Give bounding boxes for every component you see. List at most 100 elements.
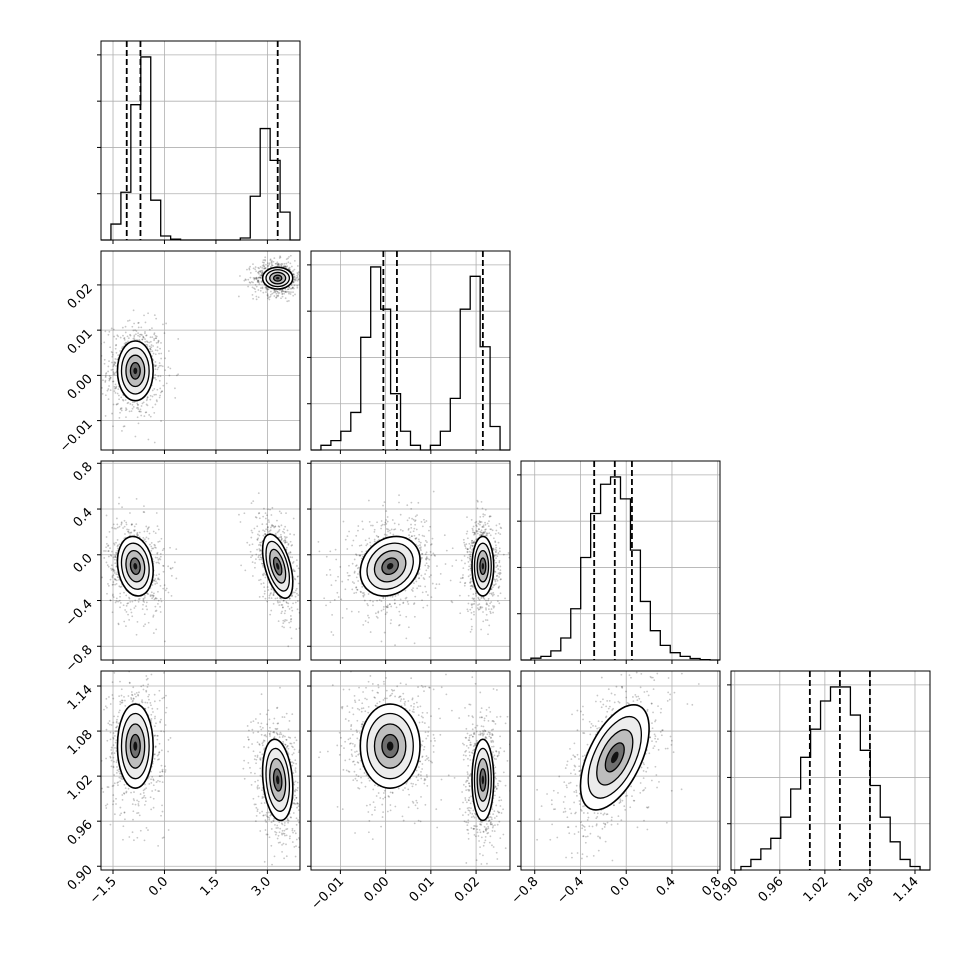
scatter-point	[426, 551, 428, 553]
scatter-point	[122, 839, 124, 841]
scatter-point	[163, 565, 165, 567]
scatter-point	[295, 602, 297, 604]
scatter-point	[292, 602, 294, 604]
scatter-point	[254, 277, 256, 279]
scatter-point	[405, 616, 407, 618]
scatter-point	[115, 338, 117, 340]
scatter-point	[112, 698, 114, 700]
scatter-point	[498, 561, 500, 563]
scatter-point	[117, 354, 119, 356]
scatter-point	[118, 777, 120, 779]
scatter-point	[360, 591, 362, 593]
scatter-point	[500, 578, 502, 580]
scatter-point	[253, 528, 255, 530]
scatter-point	[143, 625, 145, 627]
scatter-point	[477, 533, 479, 535]
scatter-point	[136, 800, 138, 802]
scatter-point	[105, 550, 107, 552]
scatter-point	[113, 523, 115, 525]
scatter-point	[106, 543, 108, 545]
scatter-point	[294, 260, 296, 262]
scatter-point	[268, 531, 270, 533]
scatter-point	[137, 335, 139, 337]
scatter-point	[262, 261, 264, 263]
scatter-point	[488, 608, 490, 610]
scatter-point	[140, 415, 142, 417]
scatter-point	[113, 364, 115, 366]
histogram-panel-3	[517, 461, 720, 664]
scatter-point	[154, 332, 156, 334]
scatter-point	[246, 542, 248, 544]
scatter-point	[419, 544, 421, 546]
scatter-point	[115, 727, 117, 729]
scatter-point	[290, 293, 292, 295]
scatter-point	[257, 556, 259, 558]
scatter-point	[354, 572, 356, 574]
scatter-point	[164, 357, 166, 359]
scatter-point	[160, 719, 162, 721]
scatter-point	[168, 829, 170, 831]
scatter-point	[289, 262, 291, 264]
scatter-point	[296, 565, 298, 567]
scatter-point	[472, 545, 474, 547]
scatter-point	[492, 592, 494, 594]
scatter-point	[133, 791, 135, 793]
scatter-point	[408, 517, 410, 519]
scatter-point	[97, 735, 99, 737]
scatter-point	[120, 396, 122, 398]
scatter-point	[259, 559, 261, 561]
scatter-point	[426, 605, 428, 607]
scatter-point	[129, 598, 131, 600]
scatter-point	[459, 581, 461, 583]
scatter-point	[110, 600, 112, 602]
scatter-point	[119, 681, 121, 683]
scatter-point	[113, 336, 115, 338]
scatter-point	[418, 539, 420, 541]
scatter-point	[287, 288, 289, 290]
scatter-point	[498, 532, 500, 534]
scatter-point	[384, 522, 386, 524]
scatter-point	[149, 702, 151, 704]
scatter-point	[145, 663, 147, 665]
scatter-point	[122, 335, 124, 337]
scatter-point	[106, 729, 108, 731]
scatter-point	[251, 555, 253, 557]
scatter-point	[166, 707, 168, 709]
scatter-point	[286, 536, 288, 538]
scatter-point	[118, 585, 120, 587]
scatter-point	[106, 740, 108, 742]
scatter-point	[151, 350, 153, 352]
scatter-point	[160, 353, 162, 355]
scatter-point	[148, 783, 150, 785]
scatter-point	[390, 619, 392, 621]
scatter-point	[124, 705, 126, 707]
scatter-point	[162, 811, 164, 813]
scatter-point	[160, 375, 162, 377]
scatter-point	[153, 632, 155, 634]
scatter-point	[418, 572, 420, 574]
scatter-point	[137, 404, 139, 406]
y-tick-label: 0.00	[65, 372, 96, 403]
scatter-point	[376, 600, 378, 602]
scatter-point	[108, 786, 110, 788]
scatter-point	[122, 825, 124, 827]
scatter-point	[151, 548, 153, 550]
scatter-point	[157, 559, 159, 561]
scatter-point	[128, 788, 130, 790]
scatter-point	[105, 807, 107, 809]
scatter-point	[125, 594, 127, 596]
scatter-point	[427, 565, 429, 567]
scatter-point	[474, 522, 476, 524]
scatter-point	[364, 594, 366, 596]
scatter-point	[108, 696, 110, 698]
scatter-point	[115, 383, 117, 385]
scatter-point	[161, 538, 163, 540]
scatter-point	[483, 597, 485, 599]
scatter-point	[162, 769, 164, 771]
scatter-point	[260, 579, 262, 581]
scatter-point	[283, 263, 285, 265]
scatter-point	[476, 531, 478, 533]
scatter-point	[127, 340, 129, 342]
scatter-point	[355, 553, 357, 555]
scatter-point	[117, 716, 119, 718]
